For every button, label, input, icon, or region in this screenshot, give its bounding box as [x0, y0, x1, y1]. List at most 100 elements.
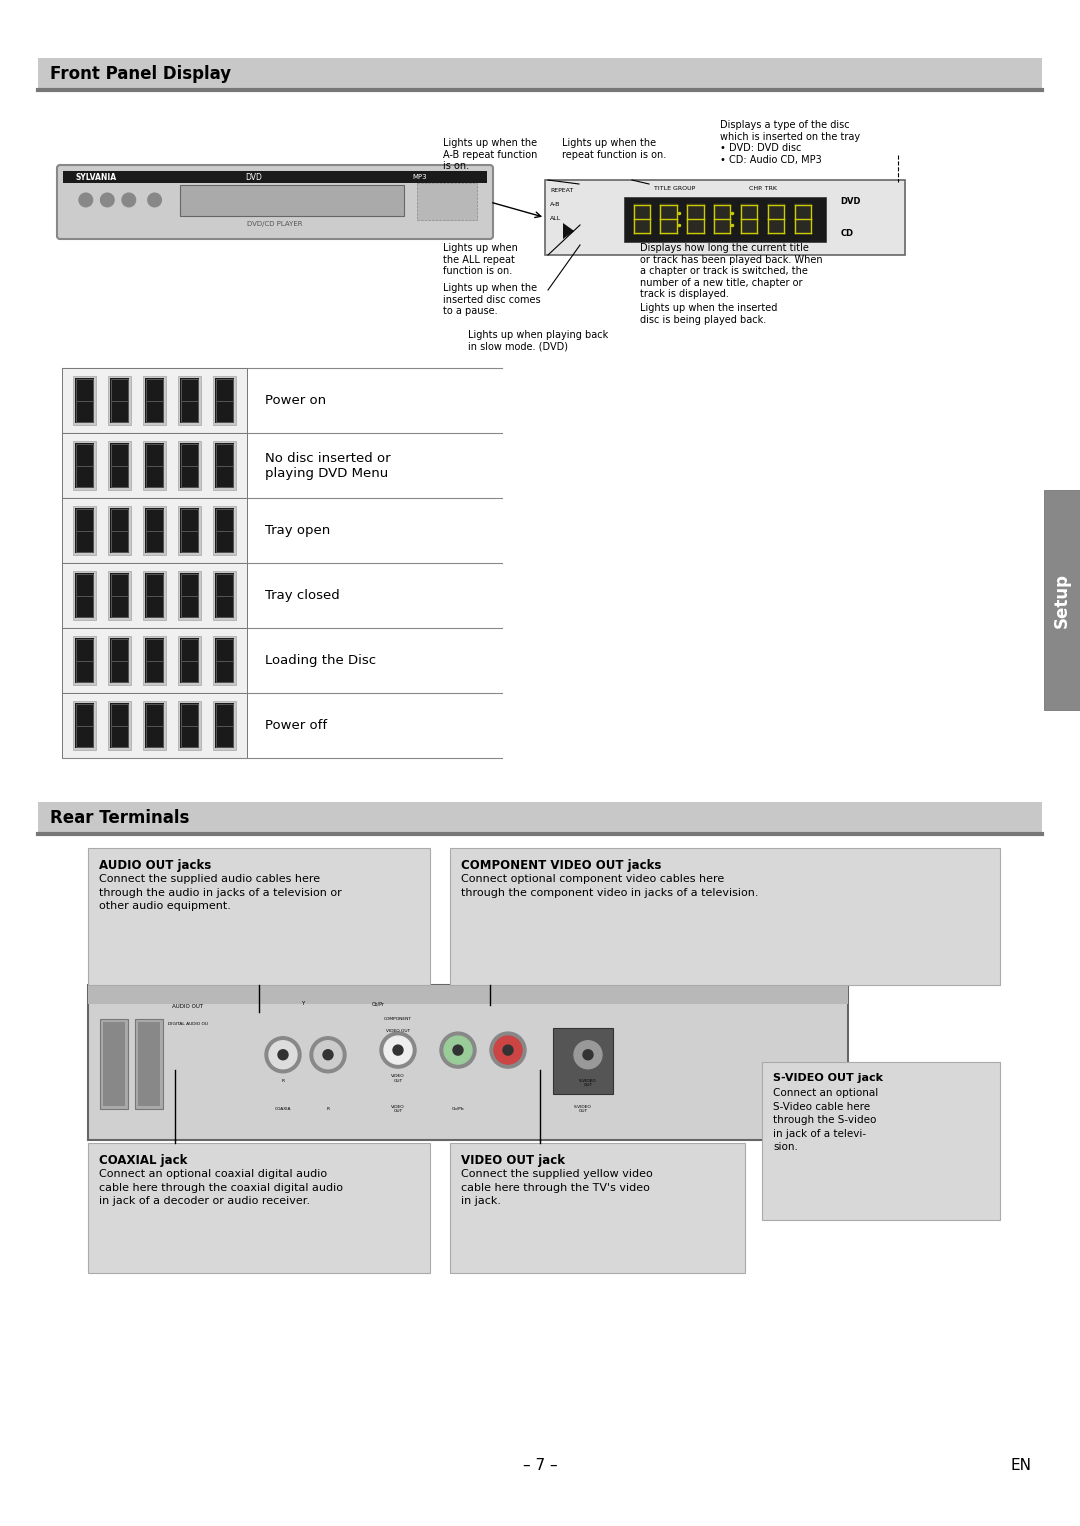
- Circle shape: [440, 1032, 476, 1068]
- Circle shape: [265, 1036, 301, 1073]
- Circle shape: [444, 1036, 472, 1064]
- Text: MP3: MP3: [413, 174, 428, 180]
- Bar: [180, 703, 199, 748]
- Circle shape: [79, 194, 93, 206]
- Circle shape: [314, 1041, 342, 1068]
- Bar: [73, 700, 96, 749]
- Bar: [62, 368, 247, 433]
- Bar: [553, 1029, 613, 1094]
- FancyBboxPatch shape: [57, 165, 492, 240]
- Bar: [103, 1022, 125, 1106]
- Text: Lights up when playing back
in slow mode. (DVD): Lights up when playing back in slow mode…: [468, 330, 608, 351]
- Text: Cb/Pr: Cb/Pr: [372, 1001, 384, 1006]
- Text: VIDEO
OUT: VIDEO OUT: [391, 1074, 405, 1083]
- Bar: [87, 984, 848, 1140]
- Text: Displays how long the current title
or track has been played back. When
a chapte: Displays how long the current title or t…: [640, 243, 823, 299]
- Text: Lights up when the
A-B repeat function
is on.: Lights up when the A-B repeat function i…: [443, 137, 538, 171]
- Bar: [180, 378, 199, 423]
- Bar: [143, 636, 166, 685]
- Text: COMPONENT: COMPONENT: [384, 1018, 411, 1021]
- Bar: [108, 375, 131, 424]
- Text: S-VIDEO OUT jack: S-VIDEO OUT jack: [773, 1073, 883, 1083]
- Bar: [215, 378, 234, 423]
- Text: Lights up when the
repeat function is on.: Lights up when the repeat function is on…: [562, 137, 666, 160]
- Text: Front Panel Display: Front Panel Display: [50, 66, 231, 82]
- Bar: [145, 378, 164, 423]
- Bar: [178, 375, 201, 424]
- Bar: [633, 203, 651, 235]
- Bar: [73, 441, 96, 490]
- Circle shape: [278, 1050, 288, 1059]
- Text: Setup: Setup: [1053, 572, 1071, 627]
- Text: CD: CD: [840, 229, 853, 238]
- Bar: [135, 1019, 163, 1109]
- Text: Tray open: Tray open: [265, 523, 330, 537]
- Text: TITLE GROUP: TITLE GROUP: [654, 186, 696, 191]
- Text: Connect the supplied yellow video
cable here through the TV's video
in jack.: Connect the supplied yellow video cable …: [461, 1169, 652, 1206]
- Bar: [110, 443, 129, 488]
- Bar: [178, 636, 201, 685]
- Bar: [73, 571, 96, 620]
- Bar: [145, 638, 164, 684]
- Text: SYLVANIA: SYLVANIA: [75, 172, 117, 182]
- Bar: [108, 700, 131, 749]
- Bar: [108, 507, 131, 555]
- Text: COMPONENT VIDEO OUT jacks: COMPONENT VIDEO OUT jacks: [461, 859, 661, 871]
- Bar: [450, 848, 1000, 984]
- Text: S-VIDEO
OUT: S-VIDEO OUT: [579, 1079, 597, 1088]
- Text: Displays a type of the disc
which is inserted on the tray
• DVD: DVD disc
• CD: : Displays a type of the disc which is ins…: [720, 121, 860, 165]
- Text: Connect an optional coaxial digital audio
cable here through the coaxial digital: Connect an optional coaxial digital audi…: [99, 1169, 343, 1206]
- Text: – 7 –: – 7 –: [523, 1457, 557, 1473]
- Text: Loading the Disc: Loading the Disc: [265, 655, 376, 667]
- Bar: [110, 508, 129, 552]
- Bar: [62, 693, 247, 758]
- Circle shape: [494, 1036, 522, 1064]
- Text: DVD/CD PLAYER: DVD/CD PLAYER: [247, 221, 302, 227]
- Bar: [75, 574, 94, 618]
- Bar: [62, 497, 247, 563]
- Text: Y: Y: [301, 1001, 305, 1006]
- Bar: [450, 1143, 745, 1273]
- Bar: [143, 441, 166, 490]
- Circle shape: [310, 1036, 346, 1073]
- Circle shape: [503, 1045, 513, 1054]
- Text: REPEAT: REPEAT: [550, 188, 573, 192]
- Bar: [145, 443, 164, 488]
- Bar: [75, 508, 94, 552]
- Bar: [767, 203, 785, 235]
- Circle shape: [490, 1032, 526, 1068]
- Bar: [87, 984, 848, 1004]
- Polygon shape: [563, 223, 575, 240]
- Text: Cb/Pb: Cb/Pb: [451, 1106, 464, 1111]
- Bar: [794, 203, 812, 235]
- Bar: [180, 508, 199, 552]
- Bar: [178, 571, 201, 620]
- Bar: [215, 703, 234, 748]
- Bar: [110, 378, 129, 423]
- Text: R: R: [326, 1106, 329, 1111]
- Text: Lights up when the
inserted disc comes
to a pause.: Lights up when the inserted disc comes t…: [443, 282, 541, 316]
- Text: VIDEO OUT jack: VIDEO OUT jack: [461, 1154, 565, 1167]
- Text: Rear Terminals: Rear Terminals: [50, 809, 189, 827]
- Bar: [213, 636, 237, 685]
- Bar: [178, 700, 201, 749]
- Bar: [145, 574, 164, 618]
- Bar: [73, 507, 96, 555]
- Bar: [178, 441, 201, 490]
- Bar: [38, 803, 1042, 835]
- Text: Tray closed: Tray closed: [265, 589, 340, 601]
- Bar: [215, 638, 234, 684]
- Bar: [87, 848, 430, 984]
- Text: ALL: ALL: [550, 217, 562, 221]
- Text: COAXIAL jack: COAXIAL jack: [99, 1154, 187, 1167]
- Text: COAXIA: COAXIA: [274, 1106, 292, 1111]
- Bar: [108, 571, 131, 620]
- Bar: [73, 636, 96, 685]
- Bar: [1044, 490, 1080, 710]
- Bar: [213, 571, 237, 620]
- Bar: [624, 197, 826, 241]
- Bar: [145, 508, 164, 552]
- Circle shape: [573, 1041, 602, 1068]
- Bar: [713, 203, 731, 235]
- Circle shape: [323, 1050, 333, 1059]
